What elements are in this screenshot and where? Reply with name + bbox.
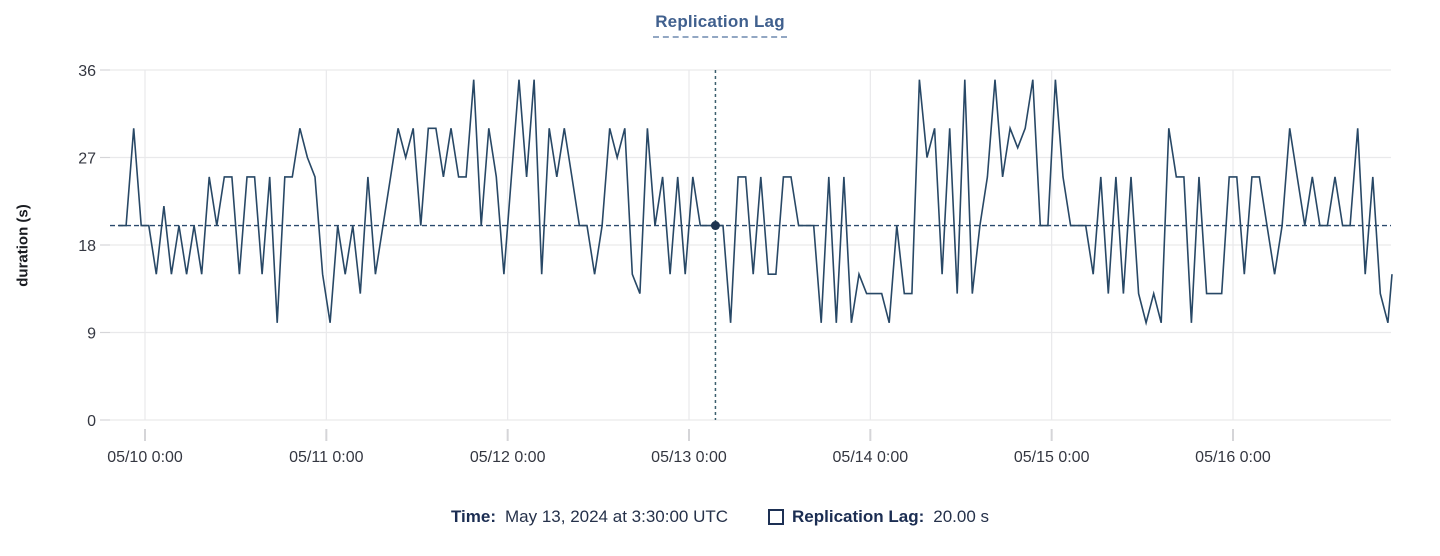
hover-dot[interactable] bbox=[710, 221, 720, 231]
y-tick-label: 18 bbox=[78, 238, 96, 255]
x-tick-label: 05/13 0:00 bbox=[651, 449, 727, 466]
x-tick-label: 05/15 0:00 bbox=[1014, 449, 1090, 466]
series-value: 20.00 s bbox=[933, 507, 990, 526]
chart-title-row: Replication Lag bbox=[0, 12, 1440, 38]
line-chart[interactable]: 0 9 18 27 36 05/10 0:00 05/11 0:00 05/12 0:00 05… bbox=[0, 0, 1440, 480]
series-swatch-icon[interactable] bbox=[768, 509, 785, 525]
x-tick-label: 05/14 0:00 bbox=[833, 449, 909, 466]
time-label: Time: bbox=[450, 507, 496, 526]
series-line bbox=[118, 79, 1393, 326]
time-value: May 13, 2024 at 3:30:00 UTC bbox=[505, 507, 729, 526]
time-readout: Time: May 13, 2024 at 3:30:00 UTC bbox=[451, 507, 728, 527]
x-tick-label: 05/16 0:00 bbox=[1195, 449, 1271, 466]
y-tick-label: 0 bbox=[87, 413, 96, 430]
y-tick-label: 27 bbox=[78, 151, 96, 168]
y-tick-label: 9 bbox=[87, 326, 96, 343]
x-tick-label: 05/12 0:00 bbox=[470, 449, 546, 466]
hover-tooltip-legend: Time: May 13, 2024 at 3:30:00 UTC Replic… bbox=[0, 507, 1440, 527]
x-tick-label: 05/10 0:00 bbox=[107, 449, 183, 466]
chart-title[interactable]: Replication Lag bbox=[653, 12, 787, 38]
y-tick-label: 36 bbox=[78, 63, 96, 80]
series-readout[interactable]: Replication Lag: 20.00 s bbox=[768, 507, 989, 527]
y-axis-label: duration (s) bbox=[14, 204, 32, 287]
x-tick-label: 05/11 0:00 bbox=[289, 449, 364, 466]
series-label: Replication Lag: bbox=[792, 507, 925, 526]
